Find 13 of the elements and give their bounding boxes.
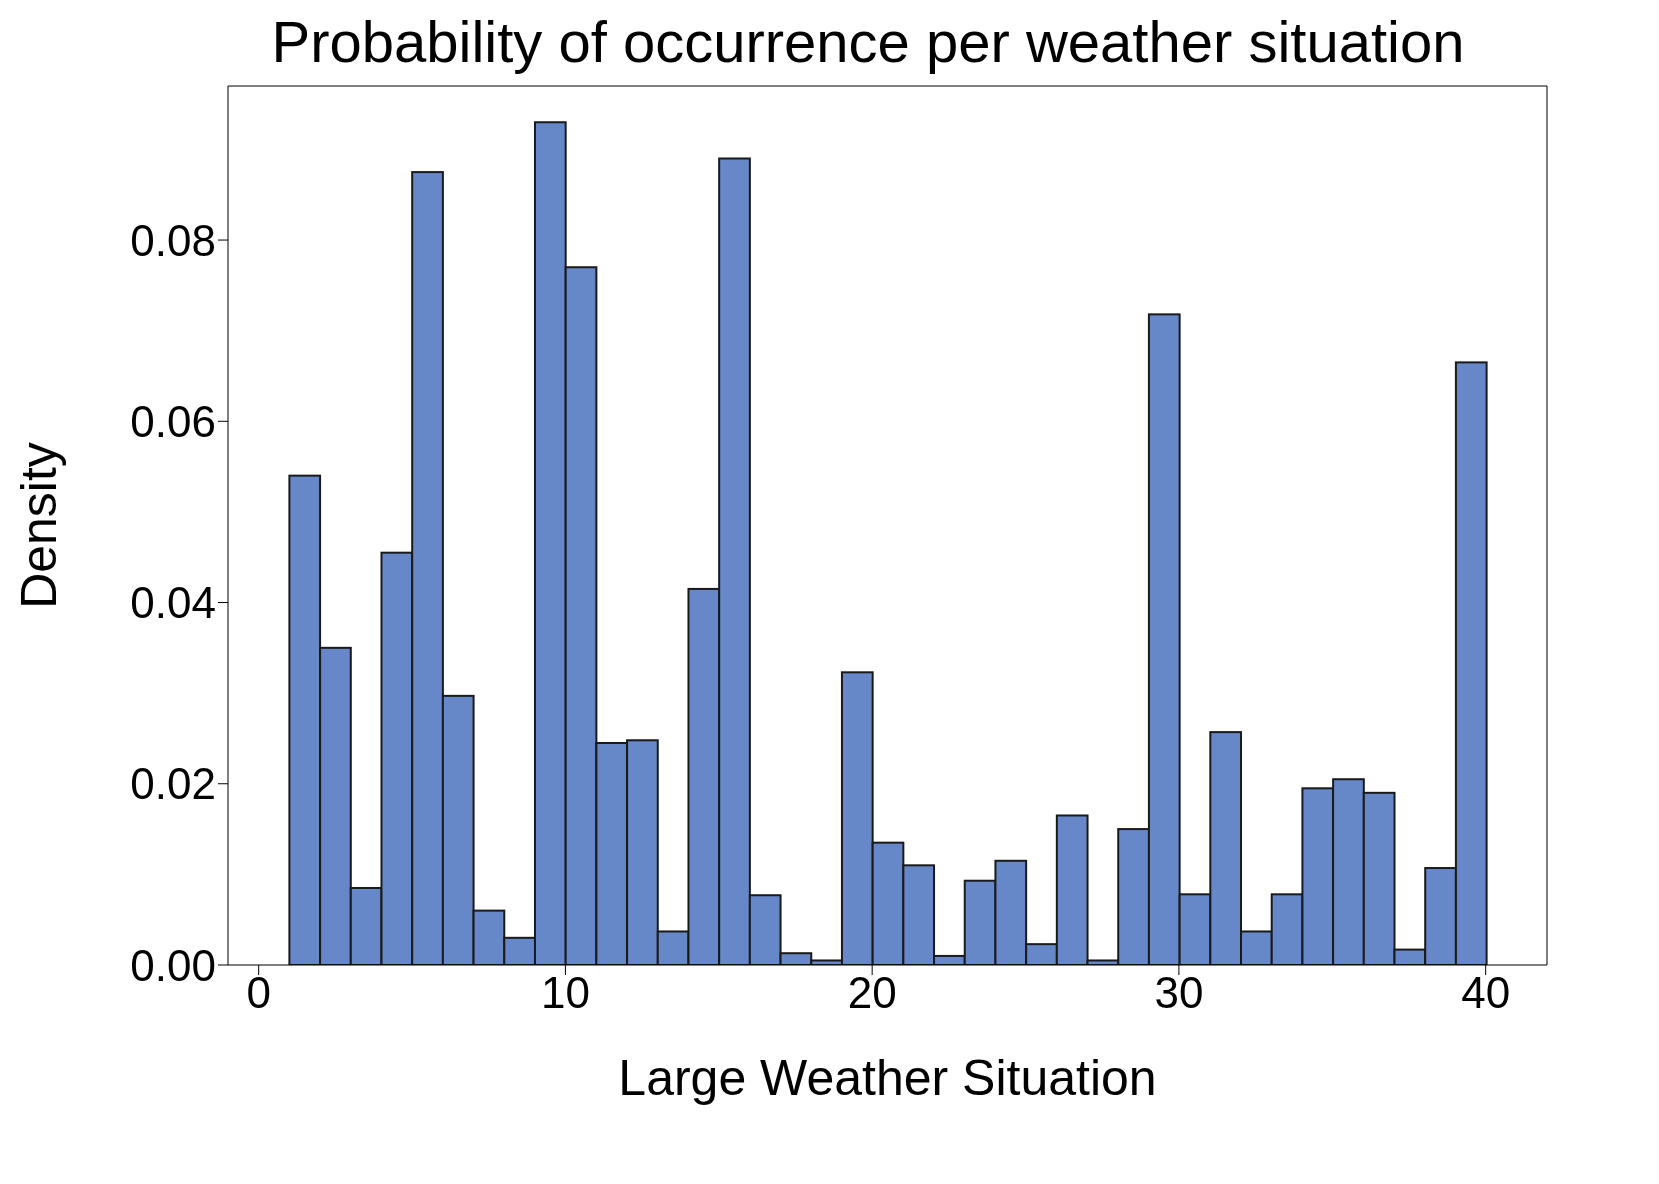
y-axis-title: Density: [10, 442, 67, 609]
x-axis-title: Large Weather Situation: [618, 1050, 1157, 1106]
y-tick-label: 0.02: [130, 759, 216, 809]
x-tick-label: 0: [246, 968, 271, 1018]
chart-title: Probability of occurrence per weather situation: [270, 8, 1466, 75]
x-tick-label: 20: [847, 968, 897, 1018]
y-tick-label: 0.08: [130, 215, 216, 265]
x-tick-label: 10: [540, 968, 590, 1018]
y-tick-label: 0.06: [130, 396, 216, 446]
x-tick-label: 40: [1461, 968, 1511, 1018]
y-tick-label: 0.00: [130, 940, 216, 990]
y-tick-label: 0.04: [130, 578, 216, 628]
x-tick-label: 30: [1154, 968, 1204, 1018]
